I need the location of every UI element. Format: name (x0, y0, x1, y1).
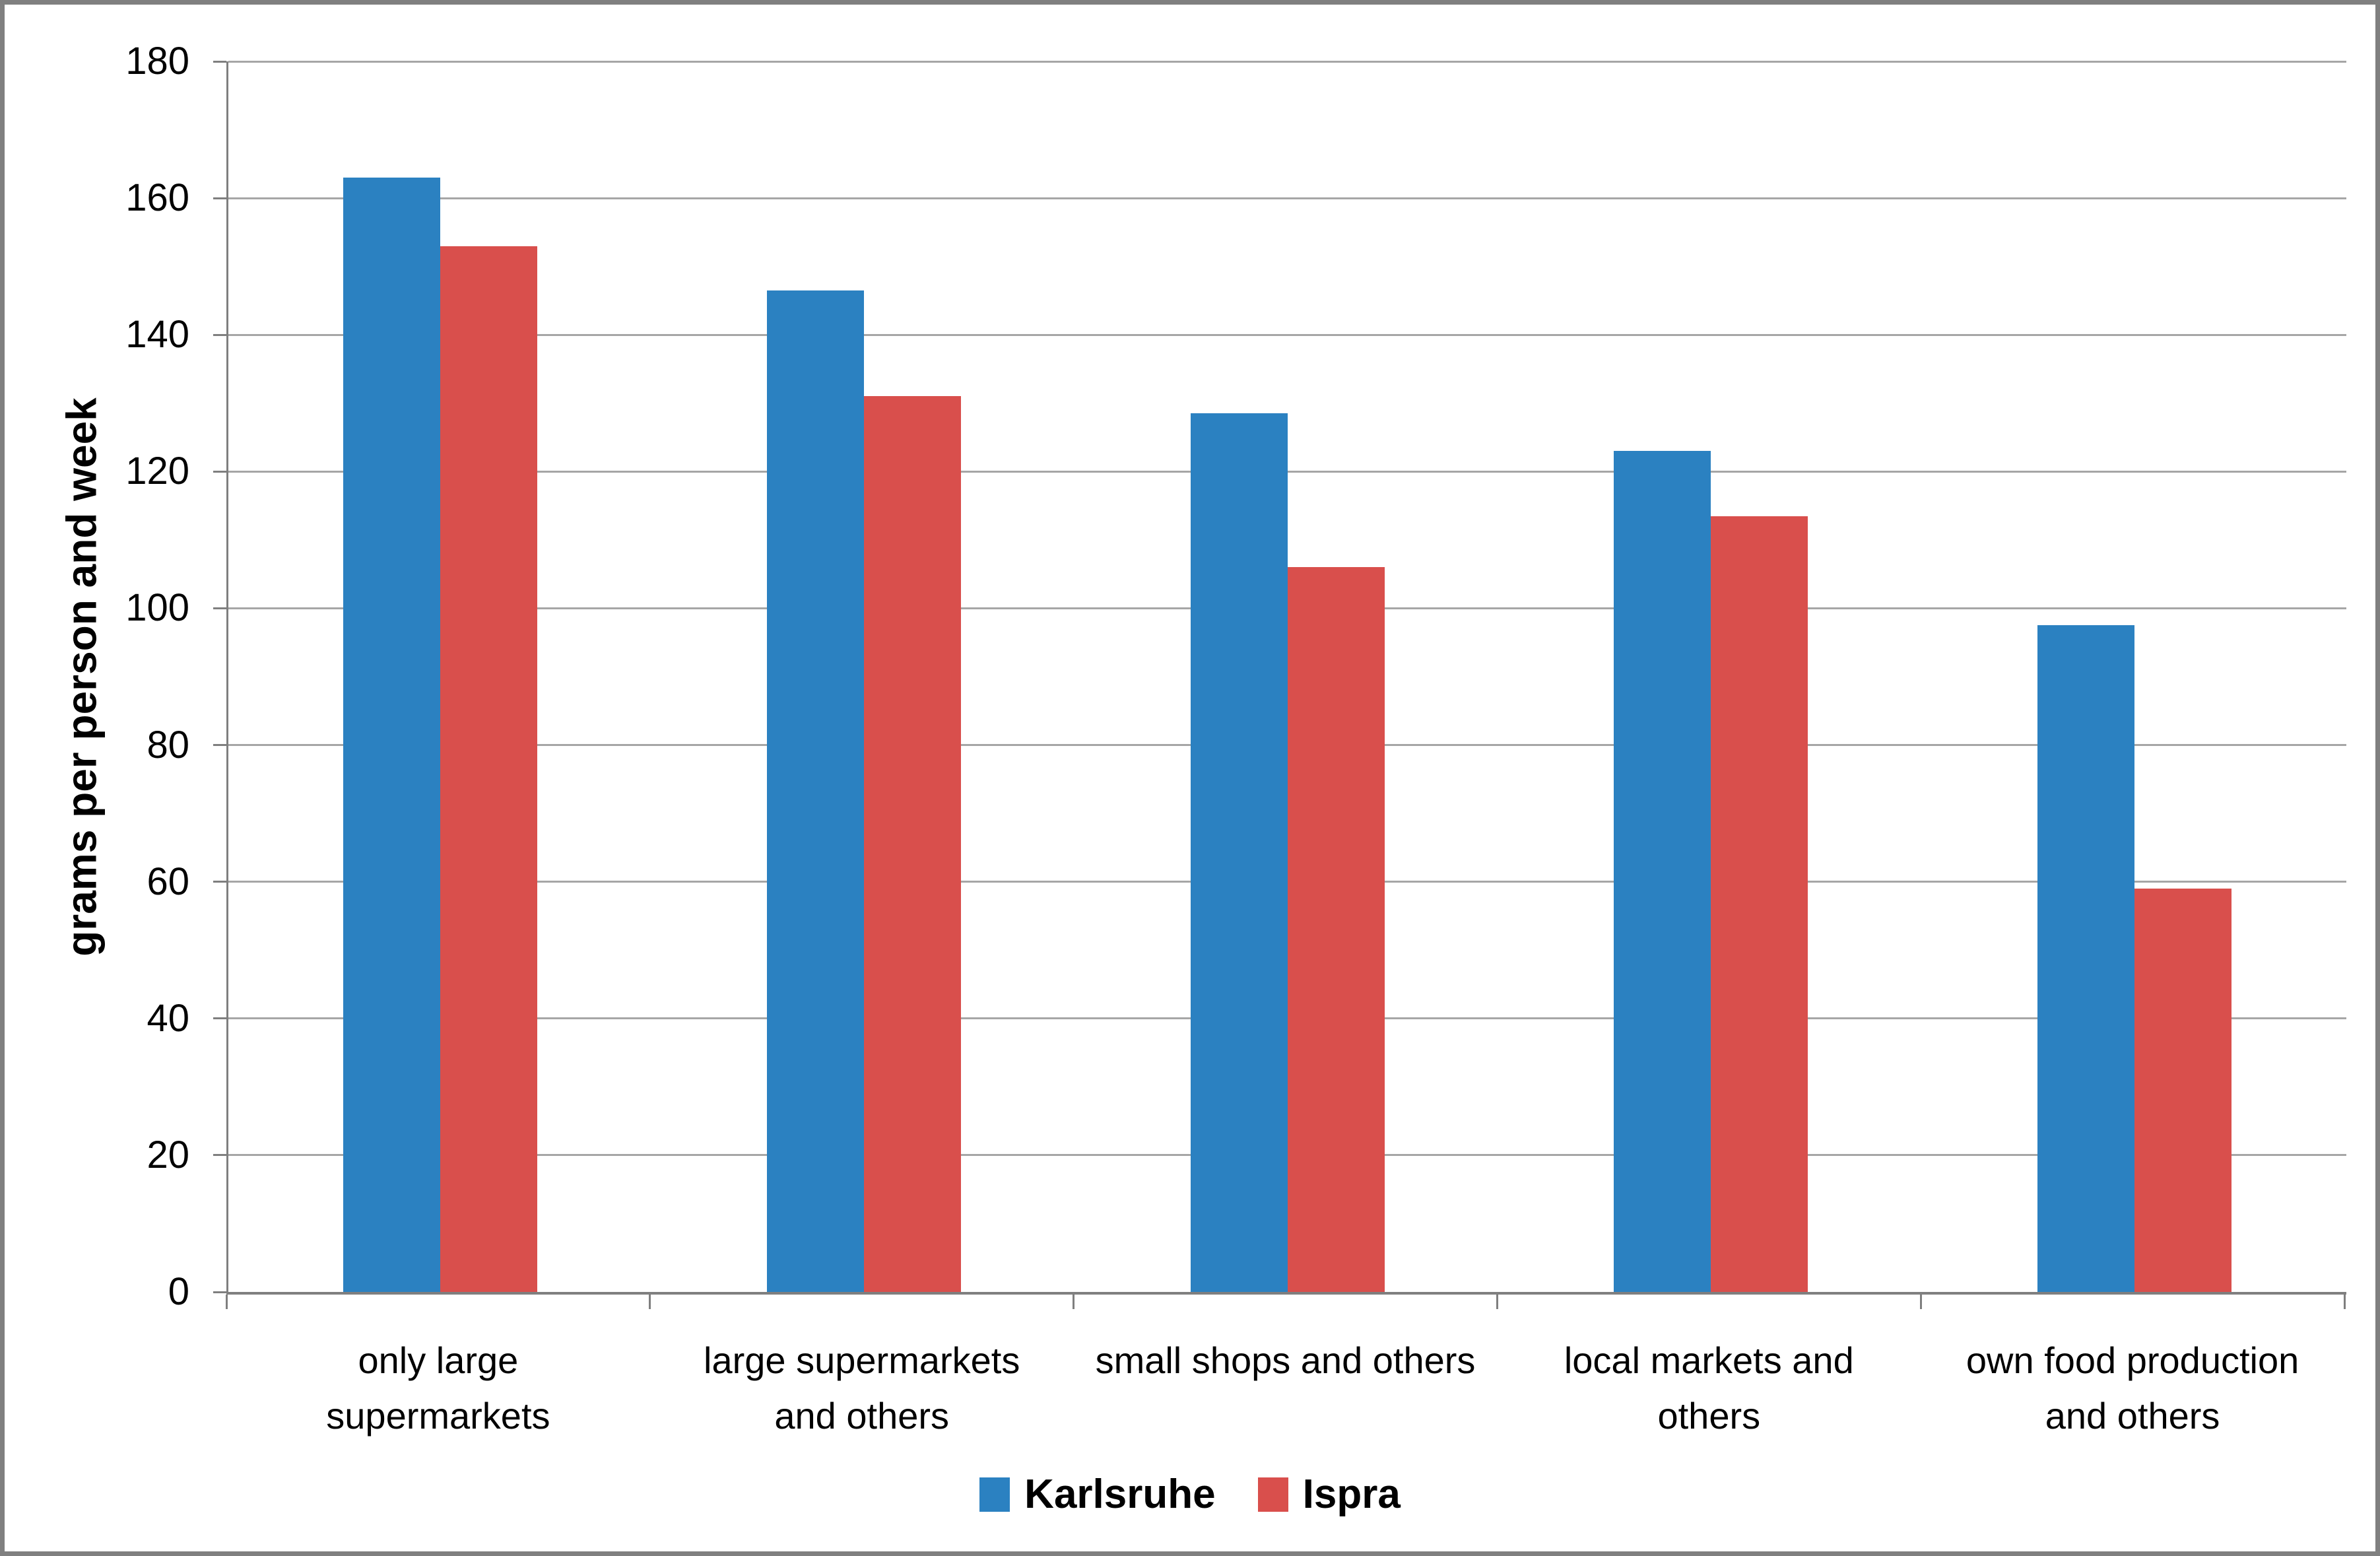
y-tick-label-140: 140 (125, 313, 189, 356)
y-tick-mark-160 (213, 197, 226, 199)
y-tick-label-20: 20 (147, 1133, 189, 1176)
bar-karlsruhe-5 (2037, 625, 2135, 1292)
bar-ispra-3 (1287, 567, 1385, 1292)
x-tick-mark-4 (1919, 1295, 1922, 1309)
legend-label-karlsruhe: Karlsruhe (1024, 1471, 1216, 1517)
bar-ispra-4 (1711, 516, 1808, 1292)
bar-ispra-1 (440, 246, 537, 1292)
bar-ispra-5 (2134, 889, 2232, 1292)
y-tick-label-120: 120 (125, 450, 189, 493)
legend-item-karlsruhe: Karlsruhe (979, 1471, 1216, 1517)
x-axis-label-1: only large supermarkets (326, 1339, 550, 1437)
y-tick-mark-180 (213, 60, 226, 63)
y-tick-label-40: 40 (147, 996, 189, 1040)
y-tick-mark-140 (213, 333, 226, 336)
y-axis-title: grams per person and week (57, 397, 106, 957)
x-tick-mark-3 (1496, 1295, 1498, 1309)
bar-karlsruhe-4 (1614, 451, 1711, 1292)
gridline-140 (228, 333, 2346, 336)
gridline-120 (228, 470, 2346, 473)
x-tick-mark-1 (649, 1295, 651, 1309)
y-tick-label-80: 80 (147, 723, 189, 766)
bar-karlsruhe-3 (1190, 413, 1288, 1292)
y-tick-label-160: 160 (125, 176, 189, 220)
y-tick-mark-40 (213, 1017, 226, 1020)
bar-karlsruhe-1 (343, 178, 440, 1292)
legend-swatch-ispra-icon (1257, 1477, 1288, 1512)
y-tick-label-0: 0 (168, 1270, 189, 1313)
gridline-180 (228, 60, 2346, 63)
y-tick-mark-20 (213, 1154, 226, 1157)
plot-area (226, 60, 2346, 1295)
legend-swatch-karlsruhe-icon (979, 1477, 1010, 1512)
legend: Karlsruhe Ispra (5, 1465, 2375, 1524)
y-tick-label-100: 100 (125, 586, 189, 630)
y-tick-mark-60 (213, 881, 226, 883)
y-tick-label-60: 60 (147, 860, 189, 903)
bar-ispra-2 (863, 396, 961, 1292)
x-tick-mark-5 (2343, 1295, 2346, 1309)
legend-label-ispra: Ispra (1302, 1471, 1401, 1517)
gridline-160 (228, 197, 2346, 199)
y-tick-mark-120 (213, 470, 226, 473)
y-tick-mark-100 (213, 607, 226, 609)
x-axis-label-2: large supermarkets and others (704, 1339, 1020, 1437)
x-tick-mark-2 (1073, 1295, 1075, 1309)
x-axis-label-5: own food production and others (1966, 1339, 2299, 1437)
x-axis-label-4: local markets and others (1564, 1339, 1854, 1437)
y-tick-label-180: 180 (125, 40, 189, 83)
x-tick-mark-0 (225, 1295, 228, 1309)
y-tick-mark-80 (213, 744, 226, 747)
x-axis-label-3: small shops and others (1095, 1339, 1476, 1381)
bar-karlsruhe-2 (766, 290, 864, 1292)
y-tick-mark-0 (213, 1291, 226, 1293)
legend-item-ispra: Ispra (1257, 1471, 1401, 1517)
